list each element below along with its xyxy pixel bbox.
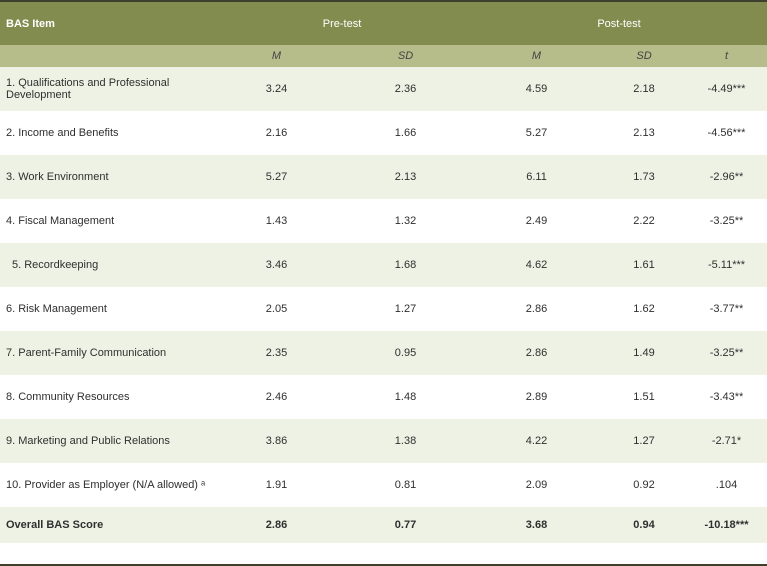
row-t: -4.56*** bbox=[707, 127, 746, 139]
row-post-m: 2.09 bbox=[525, 479, 548, 491]
header-row: BAS Item Pre-test Post-test bbox=[0, 2, 767, 45]
row-t: -4.49*** bbox=[686, 67, 767, 111]
subheader-pre-m: M bbox=[213, 45, 340, 67]
row-pre-sd: 1.48 bbox=[394, 391, 417, 403]
subheader-t: t bbox=[686, 45, 767, 67]
total-post-m: 3.68 bbox=[471, 507, 603, 543]
subheader-post-sd: SD bbox=[602, 45, 687, 67]
total-post-sd: 0.94 bbox=[602, 507, 687, 543]
row-pre-sd: 1.66 bbox=[394, 127, 417, 139]
row-item: 8. Community Resources bbox=[6, 391, 130, 403]
row-item: 1. Qualifications and Professional Devel… bbox=[0, 67, 213, 111]
row-post-m: 4.62 bbox=[471, 243, 603, 287]
row-t: -3.43** bbox=[709, 391, 744, 403]
row-post-m: 2.86 bbox=[525, 303, 548, 315]
header-post-test: Post-test bbox=[471, 2, 767, 45]
row-item: 7. Parent-Family Communication bbox=[0, 331, 213, 375]
total-pre-sd: 0.77 bbox=[340, 507, 472, 543]
row-pre-m: 2.05 bbox=[265, 303, 288, 315]
row-t: .104 bbox=[715, 479, 738, 491]
row-t: -3.77** bbox=[709, 303, 744, 315]
subheader-post-m: M bbox=[471, 45, 603, 67]
row-post-sd: 2.13 bbox=[633, 127, 655, 139]
table-row: 8. Community Resources 2.46 1.48 2.89 1.… bbox=[0, 375, 767, 419]
row-post-m: 2.89 bbox=[525, 391, 548, 403]
table-row: 3. Work Environment 5.27 2.13 6.11 1.73 … bbox=[0, 155, 767, 199]
row-pre-m: 3.46 bbox=[213, 243, 340, 287]
table-row: 5. Recordkeeping 3.46 1.68 4.62 1.61 -5.… bbox=[0, 243, 767, 287]
row-item: 5. Recordkeeping bbox=[0, 243, 213, 287]
table-row: 10. Provider as Employer (N/A allowed) ᵃ… bbox=[0, 463, 767, 507]
table-row: 2. Income and Benefits 2.16 1.66 5.27 2.… bbox=[0, 111, 767, 155]
row-pre-sd: 2.36 bbox=[340, 67, 472, 111]
subheader-pre-sd: SD bbox=[340, 45, 472, 67]
row-post-sd: 1.62 bbox=[633, 303, 655, 315]
row-pre-sd: 1.38 bbox=[340, 419, 472, 463]
row-post-sd: 0.92 bbox=[633, 479, 655, 491]
subheader-blank bbox=[0, 45, 213, 67]
row-post-m: 5.27 bbox=[525, 127, 548, 139]
total-t: -10.18*** bbox=[686, 507, 767, 543]
row-pre-sd: 1.27 bbox=[394, 303, 417, 315]
row-post-sd: 1.73 bbox=[602, 155, 687, 199]
row-post-sd: 1.27 bbox=[602, 419, 687, 463]
table-row: 7. Parent-Family Communication 2.35 0.95… bbox=[0, 331, 767, 375]
table-row: 1. Qualifications and Professional Devel… bbox=[0, 67, 767, 111]
row-post-sd: 2.22 bbox=[633, 215, 655, 227]
row-pre-m: 3.24 bbox=[213, 67, 340, 111]
row-pre-m: 2.16 bbox=[265, 127, 288, 139]
row-post-sd: 1.61 bbox=[602, 243, 687, 287]
row-post-m: 2.49 bbox=[525, 215, 548, 227]
table-row: 4. Fiscal Management 1.43 1.32 2.49 2.22… bbox=[0, 199, 767, 243]
row-post-m: 4.22 bbox=[471, 419, 603, 463]
row-pre-m: 1.43 bbox=[265, 215, 288, 227]
row-post-sd: 1.49 bbox=[602, 331, 687, 375]
row-item: 10. Provider as Employer (N/A allowed) ᵃ bbox=[6, 479, 206, 491]
row-item: 3. Work Environment bbox=[0, 155, 213, 199]
row-post-sd: 2.18 bbox=[602, 67, 687, 111]
table: BAS Item Pre-test Post-test M SD M SD t … bbox=[0, 2, 767, 543]
row-t: -2.96** bbox=[686, 155, 767, 199]
row-pre-sd: 1.68 bbox=[340, 243, 472, 287]
row-pre-m: 3.86 bbox=[213, 419, 340, 463]
row-pre-sd: 0.81 bbox=[394, 479, 417, 491]
total-row: Overall BAS Score 2.86 0.77 3.68 0.94 -1… bbox=[0, 507, 767, 543]
header-bas-item: BAS Item bbox=[0, 2, 213, 45]
row-post-m: 6.11 bbox=[471, 155, 603, 199]
row-post-m: 4.59 bbox=[471, 67, 603, 111]
row-pre-sd: 1.32 bbox=[394, 215, 417, 227]
header-pre-test: Pre-test bbox=[213, 2, 472, 45]
row-item: 4. Fiscal Management bbox=[6, 215, 115, 227]
table-row: 9. Marketing and Public Relations 3.86 1… bbox=[0, 419, 767, 463]
row-item: 9. Marketing and Public Relations bbox=[0, 419, 213, 463]
row-pre-m: 1.91 bbox=[265, 479, 288, 491]
total-pre-m: 2.86 bbox=[213, 507, 340, 543]
row-t: -2.71* bbox=[686, 419, 767, 463]
row-item: 6. Risk Management bbox=[6, 303, 107, 315]
row-pre-sd: 2.13 bbox=[340, 155, 472, 199]
row-pre-m: 2.35 bbox=[213, 331, 340, 375]
row-t: -5.11*** bbox=[686, 243, 767, 287]
row-post-m: 2.86 bbox=[471, 331, 603, 375]
row-item: 2. Income and Benefits bbox=[6, 127, 119, 139]
total-item: Overall BAS Score bbox=[0, 507, 213, 543]
row-pre-m: 2.46 bbox=[265, 391, 288, 403]
row-t: -3.25** bbox=[686, 331, 767, 375]
row-t: -3.25** bbox=[709, 215, 744, 227]
row-pre-m: 5.27 bbox=[213, 155, 340, 199]
row-pre-sd: 0.95 bbox=[340, 331, 472, 375]
row-post-sd: 1.51 bbox=[633, 391, 655, 403]
table-row: 6. Risk Management 2.05 1.27 2.86 1.62 -… bbox=[0, 287, 767, 331]
subheader-row: M SD M SD t bbox=[0, 45, 767, 67]
